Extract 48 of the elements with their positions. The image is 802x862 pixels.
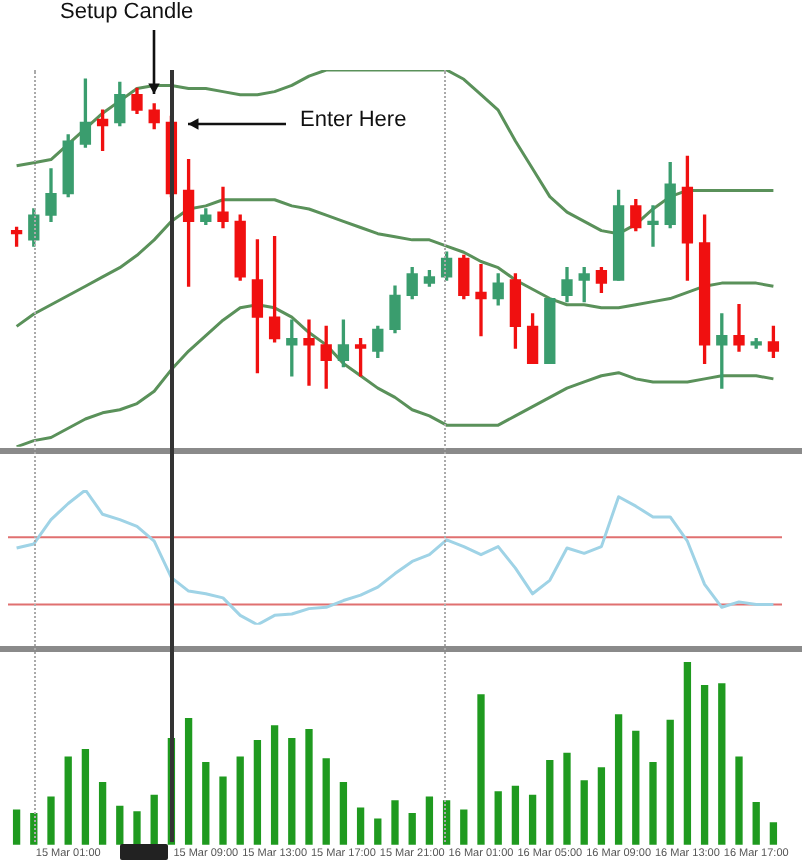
bar — [12, 809, 21, 845]
bar — [752, 802, 760, 845]
bar — [494, 791, 502, 845]
bar — [288, 738, 296, 845]
bar — [597, 767, 606, 845]
bar — [253, 739, 262, 845]
bar — [528, 794, 537, 845]
bar — [408, 813, 416, 845]
bar — [150, 794, 158, 845]
bar — [580, 780, 588, 845]
bar — [98, 781, 107, 845]
bar — [546, 760, 554, 845]
bar — [64, 756, 72, 845]
bar — [614, 714, 623, 845]
bar — [305, 728, 313, 845]
bar — [460, 809, 468, 845]
bar — [391, 800, 399, 845]
bar — [236, 756, 244, 845]
candlestick — [647, 205, 659, 247]
bar — [202, 761, 210, 845]
bar — [219, 776, 227, 845]
bar — [339, 781, 348, 845]
bar — [477, 694, 485, 845]
bar — [735, 756, 743, 845]
bar — [356, 807, 365, 845]
bar — [666, 719, 674, 845]
bar — [563, 752, 571, 845]
bar — [270, 725, 279, 845]
annotation: Enter Here — [300, 108, 407, 132]
bar — [374, 818, 382, 845]
bar — [133, 811, 141, 845]
bar — [184, 718, 193, 845]
bar — [769, 822, 778, 845]
candlestick — [733, 304, 745, 352]
bar — [700, 685, 709, 845]
text: Setup Candle — [60, 0, 194, 24]
bar — [47, 796, 55, 845]
bar — [511, 785, 520, 845]
bar — [81, 749, 90, 845]
candlestick — [303, 319, 315, 386]
bar — [649, 761, 657, 845]
bar — [116, 805, 124, 845]
candlestick — [475, 263, 487, 337]
bar — [718, 683, 726, 845]
bar — [425, 796, 434, 845]
bar — [683, 662, 692, 845]
bar — [322, 758, 330, 845]
bar — [632, 730, 640, 845]
